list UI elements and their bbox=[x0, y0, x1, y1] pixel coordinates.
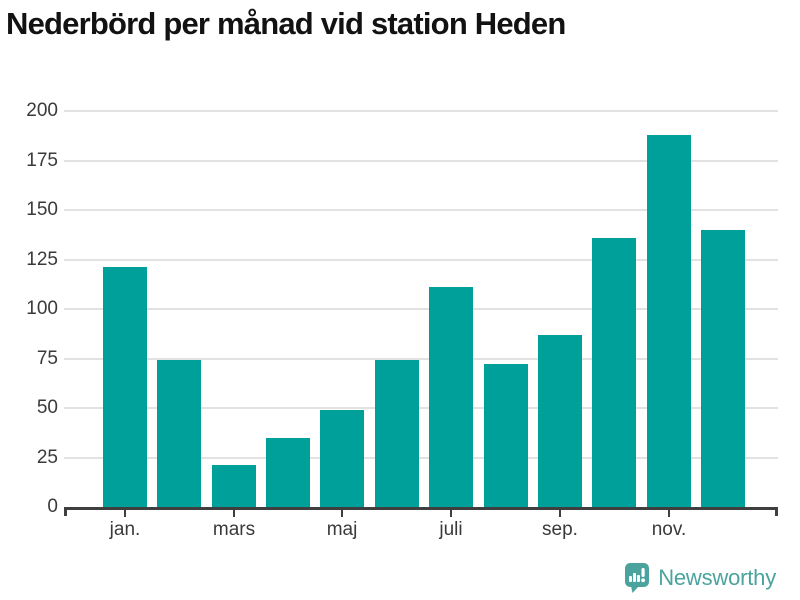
gridline bbox=[64, 110, 778, 112]
gridline bbox=[64, 258, 778, 261]
x-axis-tick bbox=[450, 510, 452, 517]
gridline bbox=[64, 159, 778, 162]
footer-branding: Newsworthy bbox=[624, 560, 776, 596]
gridline bbox=[64, 357, 778, 360]
bar-month-12 bbox=[701, 229, 745, 507]
x-axis-line bbox=[64, 507, 778, 510]
y-axis-tick-label: 50 bbox=[36, 397, 58, 418]
x-axis-tick-label: mars bbox=[212, 519, 256, 540]
y-axis-tick-label: 25 bbox=[36, 446, 58, 468]
x-axis-endcap-left bbox=[64, 507, 67, 516]
gridline bbox=[64, 456, 778, 459]
chart-title: Nederbörd per månad vid station Heden bbox=[6, 6, 566, 41]
bar-month-5 bbox=[320, 409, 364, 507]
bar-month-3 bbox=[212, 465, 256, 507]
y-axis-tick-label: 150 bbox=[26, 199, 58, 220]
x-axis-endcap-right bbox=[775, 507, 778, 516]
bar-month-10 bbox=[592, 237, 636, 507]
newsworthy-logo-icon bbox=[625, 563, 650, 593]
x-axis-tick bbox=[124, 510, 126, 517]
x-axis-tick-label: nov. bbox=[651, 519, 687, 540]
x-axis-tick-label: sep. bbox=[542, 519, 578, 540]
bar-month-7 bbox=[429, 287, 473, 507]
gridline bbox=[64, 407, 778, 409]
x-axis-tick bbox=[559, 510, 561, 517]
brand-name: Newsworthy bbox=[658, 565, 776, 590]
y-axis-tick-label: 75 bbox=[36, 347, 58, 369]
bar-month-8 bbox=[484, 364, 528, 507]
gridline bbox=[64, 209, 778, 211]
bar-month-6 bbox=[375, 360, 419, 507]
bar-month-9 bbox=[538, 334, 582, 507]
bar-month-1 bbox=[103, 267, 147, 507]
x-axis-tick bbox=[233, 510, 235, 517]
bar-month-11 bbox=[647, 134, 691, 507]
x-axis-tick-label: juli bbox=[439, 519, 463, 540]
y-axis-tick-label: 100 bbox=[26, 298, 58, 319]
bar-month-4 bbox=[266, 437, 310, 507]
x-axis-tick-label: jan. bbox=[109, 519, 141, 540]
x-axis-tick bbox=[668, 510, 670, 517]
x-axis-tick-label: maj bbox=[326, 519, 358, 540]
y-axis-tick-label: 200 bbox=[26, 100, 58, 121]
y-axis-tick-label: 175 bbox=[26, 149, 58, 171]
y-axis-tick-label: 125 bbox=[26, 248, 58, 270]
y-axis-tick-label: 0 bbox=[47, 496, 58, 517]
gridline bbox=[64, 308, 778, 310]
x-axis-tick bbox=[341, 510, 343, 517]
bar-month-2 bbox=[157, 360, 201, 507]
